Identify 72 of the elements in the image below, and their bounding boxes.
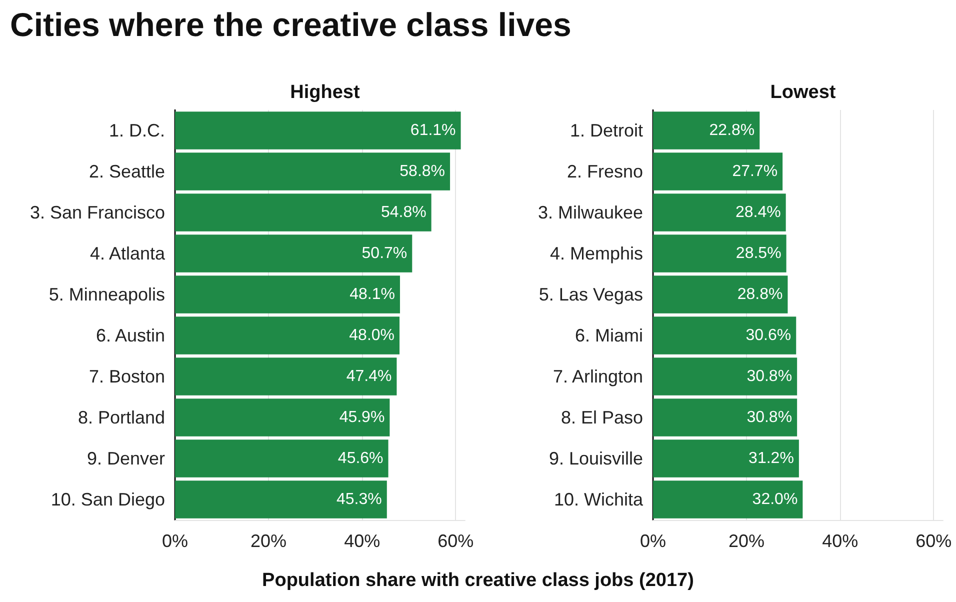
y-tick-label: 9. Denver <box>86 448 165 468</box>
chart-title: Cities where the creative class lives <box>10 6 572 44</box>
bar <box>175 112 461 150</box>
x-tick-label: 20% <box>728 531 765 551</box>
bar <box>653 194 786 232</box>
bar <box>175 234 412 272</box>
bar <box>175 276 400 314</box>
data-label: 50.7% <box>362 245 408 262</box>
y-tick-label: 5. Minneapolis <box>48 284 165 304</box>
chart-subtitle: Highest <box>290 82 360 103</box>
data-label: 45.9% <box>339 409 385 426</box>
x-tick-label: 60% <box>438 531 474 551</box>
data-label: 30.8% <box>746 368 792 385</box>
chart-subtitle: Lowest <box>770 82 836 103</box>
data-label: 30.6% <box>746 327 792 344</box>
bar <box>175 316 400 354</box>
bar <box>175 440 388 478</box>
x-axis-title: Population share with creative class jobs (2017) <box>261 570 695 592</box>
bar <box>653 440 799 478</box>
data-label: 30.8% <box>746 409 792 426</box>
y-tick-label: 10. San Diego <box>50 490 165 510</box>
y-tick-label: 6. Austin <box>96 326 165 346</box>
x-tick-label: 40% <box>822 531 858 551</box>
x-tick-label: 20% <box>250 531 287 551</box>
data-label: 48.1% <box>350 286 395 303</box>
data-label: 47.4% <box>346 368 392 385</box>
bar <box>653 480 803 518</box>
y-tick-label: 1. D.C. <box>108 120 165 140</box>
y-tick-label: 6. Miami <box>574 326 643 346</box>
data-label: 58.8% <box>400 163 446 180</box>
bar <box>175 358 397 396</box>
y-tick-label: 2. Seattle <box>88 162 165 182</box>
data-label: 28.4% <box>735 204 781 221</box>
y-tick-label: 10. Wichita <box>554 490 644 510</box>
y-tick-label: 4. Memphis <box>550 244 643 264</box>
bar <box>653 276 788 314</box>
bar <box>175 480 387 518</box>
bar <box>653 358 798 396</box>
data-label: 22.8% <box>709 122 755 139</box>
data-label: 48.0% <box>349 327 395 344</box>
bar <box>653 112 760 150</box>
y-tick-label: 8. Portland <box>78 408 165 428</box>
bar <box>175 152 450 190</box>
data-label: 31.2% <box>748 450 794 467</box>
data-label: 45.6% <box>338 450 384 467</box>
y-tick-label: 7. Boston <box>88 366 165 386</box>
data-label: 61.1% <box>410 122 456 139</box>
y-tick-label: 3. San Francisco <box>30 202 165 222</box>
y-tick-label: 9. Louisville <box>548 448 643 468</box>
bar <box>653 316 796 354</box>
bar <box>653 398 798 436</box>
y-tick-label: 3. Milwaukee <box>538 202 643 222</box>
y-tick-label: 8. El Paso <box>560 408 643 428</box>
x-tick-label: 60% <box>916 531 952 551</box>
data-label: 32.0% <box>752 491 798 508</box>
data-label: 28.8% <box>737 286 783 303</box>
y-tick-label: 2. Fresno <box>566 162 643 182</box>
x-tick-label: 0% <box>640 531 666 551</box>
y-tick-label: 1. Detroit <box>570 120 643 140</box>
data-label: 45.3% <box>336 491 382 508</box>
bar <box>175 194 432 232</box>
y-tick-label: 7. Arlington <box>552 366 643 386</box>
data-label: 27.7% <box>732 163 778 180</box>
x-tick-label: 40% <box>344 531 380 551</box>
bar <box>175 398 390 436</box>
x-tick-label: 0% <box>162 531 188 551</box>
y-tick-label: 4. Atlanta <box>90 244 166 264</box>
data-label: 54.8% <box>380 204 426 221</box>
data-label: 28.5% <box>736 245 782 262</box>
bar <box>653 152 783 190</box>
y-tick-label: 5. Las Vegas <box>538 284 643 304</box>
bar <box>653 234 786 272</box>
